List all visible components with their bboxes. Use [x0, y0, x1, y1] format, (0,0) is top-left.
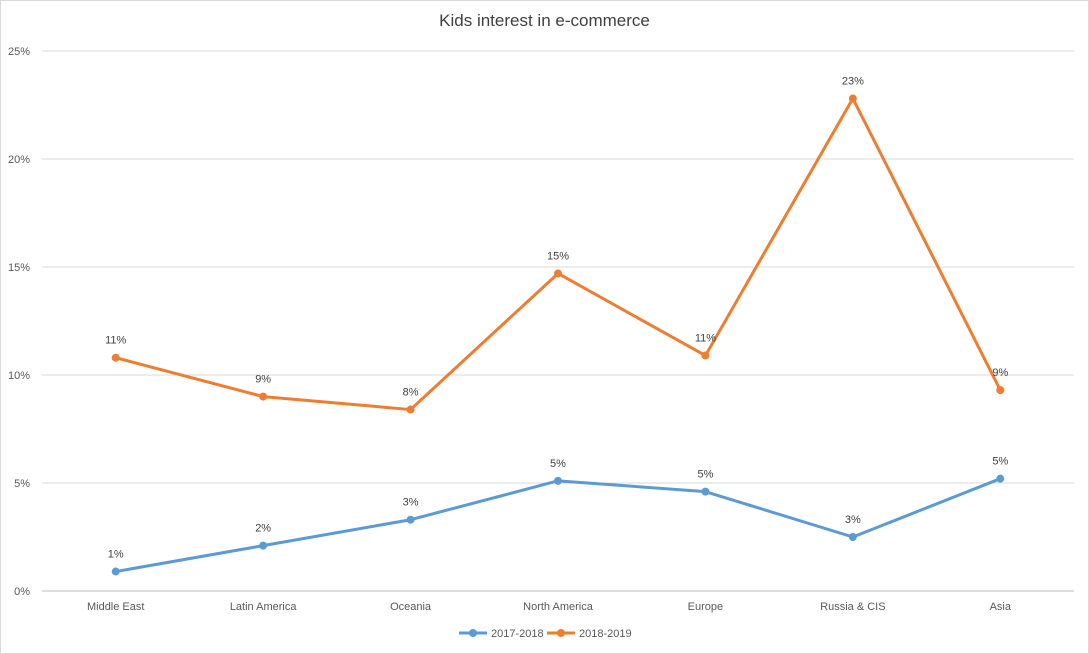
data-point: [848, 94, 857, 103]
y-tick-label: 15%: [8, 262, 30, 274]
legend-label: 2018-2019: [579, 628, 632, 640]
legend: 2017-2018 2018-2019: [459, 628, 632, 640]
data-label: 3%: [403, 497, 419, 509]
data-point: [996, 386, 1005, 395]
data-point: [259, 541, 268, 550]
y-tick-label: 5%: [14, 478, 30, 490]
data-label: 9%: [255, 374, 271, 386]
series-layer: [111, 94, 1005, 576]
data-label: 3%: [845, 514, 861, 526]
legend-marker: [557, 629, 565, 637]
data-label: 2%: [255, 523, 271, 535]
data-label: 11%: [105, 335, 126, 347]
x-tick-label: Latin America: [230, 601, 298, 613]
data-label: 5%: [550, 458, 566, 470]
data-point: [554, 476, 562, 485]
data-label: 1%: [108, 549, 124, 561]
data-label: 5%: [697, 469, 713, 481]
data-point: [259, 392, 268, 401]
legend-label: 2017-2018: [491, 628, 544, 640]
data-point: [111, 567, 120, 576]
data-label: 15%: [547, 250, 569, 262]
data-label: 8%: [403, 387, 419, 399]
data-label: 5%: [992, 456, 1008, 468]
y-tick-label: 20%: [8, 154, 30, 166]
x-tick-label: Oceania: [390, 601, 432, 613]
data-labels: 1% 2% 3% 5% 5% 3% 5% 11% 9% 8% 15% 11% 23% 9%: [105, 76, 1008, 561]
x-tick-label: Asia: [990, 601, 1012, 613]
data-point: [406, 405, 415, 414]
data-point: [996, 474, 1005, 483]
data-point: [111, 353, 120, 362]
grid-lines: [42, 50, 1074, 592]
data-label: 9%: [992, 367, 1008, 379]
legend-marker: [469, 629, 477, 637]
x-tick-label: Russia & CIS: [820, 601, 885, 613]
data-point: [701, 487, 710, 496]
y-tick-label: 10%: [8, 370, 30, 382]
x-tick-label: Europe: [688, 601, 723, 613]
x-tick-label: Middle East: [87, 601, 144, 613]
x-tick-label: North America: [523, 601, 594, 613]
data-label: 11%: [695, 333, 716, 345]
data-point: [554, 269, 562, 278]
y-tick-label: 25%: [8, 46, 30, 58]
data-point: [406, 515, 415, 524]
series-line-2017-2018: [114, 477, 1002, 574]
y-tick-label: 0%: [14, 586, 30, 598]
axes: 0% 5% 10% 15% 20% 25% Middle East Latin America…: [8, 46, 1012, 613]
data-label: 23%: [842, 76, 864, 88]
chart-title: Kids interest in e-commerce: [439, 11, 650, 30]
data-point: [848, 533, 857, 541]
data-point: [701, 351, 710, 360]
